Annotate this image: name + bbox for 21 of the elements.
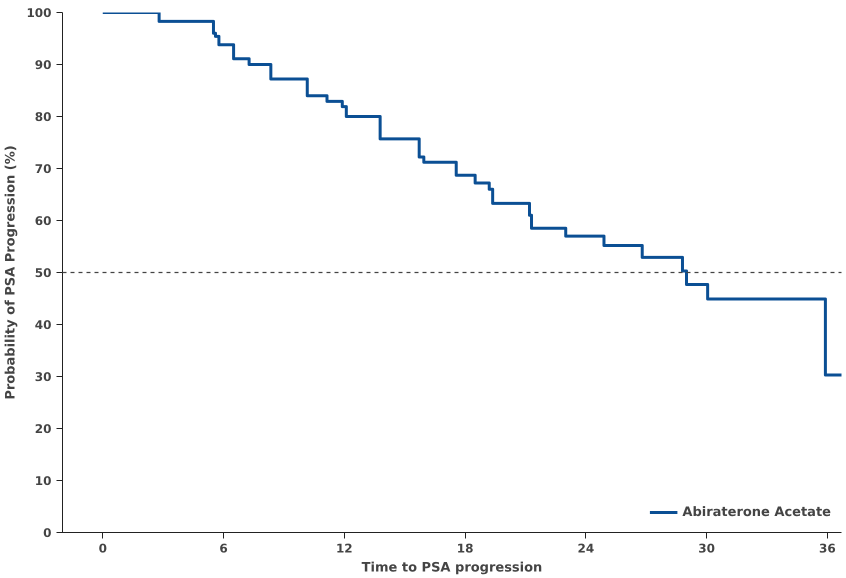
x-tick-label: 36 — [819, 542, 836, 556]
y-tick-label: 100 — [26, 6, 52, 20]
y-axis-title: Probability of PSA Progression (%) — [3, 145, 18, 400]
x-tick-label: 6 — [219, 542, 228, 556]
x-tick-label: 18 — [456, 542, 474, 556]
x-tick-label: 12 — [336, 542, 353, 556]
y-tick-label: 60 — [34, 214, 52, 228]
y-tick-label: 70 — [34, 162, 52, 176]
y-tick-label: 90 — [34, 58, 52, 72]
y-tick-label: 40 — [34, 318, 52, 332]
y-tick-label: 20 — [34, 422, 52, 436]
x-tick-label: 30 — [698, 542, 715, 556]
x-tick-label: 0 — [98, 542, 107, 556]
y-tick-label: 80 — [34, 110, 52, 124]
y-tick-label: 0 — [43, 526, 52, 540]
legend-label: Abiraterone Acetate — [682, 504, 831, 520]
y-tick-label: 30 — [34, 370, 52, 384]
y-tick-label: 10 — [34, 474, 52, 488]
x-tick-label: 24 — [578, 542, 594, 556]
y-tick-label: 50 — [34, 266, 52, 280]
x-axis-title: Time to PSA progression — [362, 560, 542, 576]
